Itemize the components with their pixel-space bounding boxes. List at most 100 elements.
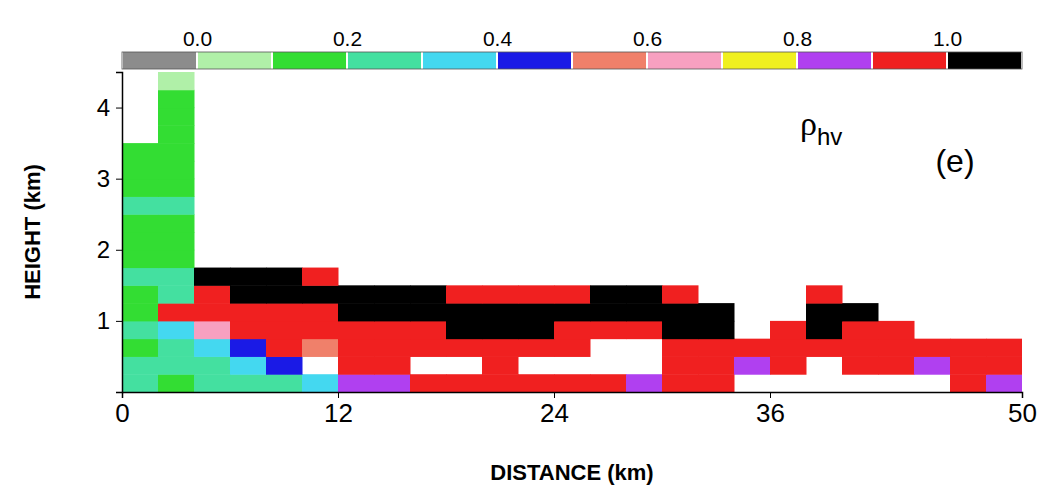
cell	[194, 285, 231, 303]
tick: 2	[97, 236, 122, 263]
tick-label: 3	[97, 165, 110, 192]
cell	[626, 321, 663, 339]
tick: 0.0	[183, 27, 212, 52]
colorbar-swatch	[423, 52, 496, 69]
cell	[410, 303, 447, 321]
cell	[662, 303, 699, 321]
cell	[158, 143, 195, 161]
tick-label: 1.0	[933, 27, 962, 50]
cell	[842, 356, 879, 374]
cell	[590, 285, 627, 303]
cell	[662, 285, 699, 303]
cell	[662, 356, 699, 374]
cell	[266, 374, 303, 392]
cell	[590, 374, 627, 392]
cell	[194, 356, 231, 374]
cell	[158, 232, 195, 250]
cell	[986, 339, 1022, 357]
cell	[482, 321, 519, 339]
x-axis: 012243650	[115, 392, 1037, 428]
cell	[914, 339, 951, 357]
cell	[194, 321, 231, 339]
cell	[410, 374, 447, 392]
cell	[950, 356, 987, 374]
tick-mark	[116, 321, 122, 322]
cell	[770, 356, 807, 374]
cell	[554, 321, 591, 339]
cell	[878, 321, 915, 339]
colorbar-axis: 0.00.20.40.60.81.0	[183, 27, 962, 52]
tick-label: 12	[324, 398, 353, 428]
cell	[266, 268, 303, 286]
tick-mark	[116, 179, 122, 180]
tick-mark	[338, 392, 339, 398]
cell	[986, 374, 1022, 392]
cell	[662, 321, 699, 339]
cell	[158, 72, 195, 90]
colorbar-swatch	[723, 52, 796, 69]
cell	[482, 356, 519, 374]
cell	[158, 108, 195, 126]
tick-mark	[116, 250, 122, 251]
cell	[230, 374, 267, 392]
cell	[230, 303, 267, 321]
colorbar	[122, 52, 1022, 69]
cell	[302, 339, 339, 357]
tick: 0	[115, 392, 129, 428]
cell	[806, 285, 843, 303]
cell	[698, 303, 735, 321]
colorbar-swatch	[573, 52, 646, 69]
x-axis-title: DISTANCE (km)	[490, 460, 653, 485]
tick-label: 50	[1008, 398, 1037, 428]
cell	[122, 250, 159, 268]
cell	[338, 303, 375, 321]
tick: 0.4	[483, 27, 513, 52]
cell	[518, 374, 555, 392]
cell	[806, 303, 843, 321]
cell	[122, 214, 159, 232]
cell	[590, 321, 627, 339]
cell	[158, 321, 195, 339]
colorbar-frame	[122, 52, 1022, 69]
cell	[158, 268, 195, 286]
cell	[338, 321, 375, 339]
x-axis-line	[123, 393, 1023, 399]
cell	[122, 179, 159, 197]
cell	[194, 303, 231, 321]
tick-label: 0.4	[483, 27, 513, 50]
cell	[698, 321, 735, 339]
cell	[374, 339, 411, 357]
cell	[194, 374, 231, 392]
tick: 12	[324, 392, 353, 428]
cell	[374, 321, 411, 339]
cell	[662, 374, 699, 392]
cell	[374, 374, 411, 392]
annotation: ρhv	[800, 105, 842, 150]
cell	[122, 374, 159, 392]
cell	[554, 285, 591, 303]
cell	[122, 268, 159, 286]
tick: 50	[1008, 392, 1037, 428]
cell	[410, 321, 447, 339]
cell	[698, 339, 735, 357]
cell	[266, 303, 303, 321]
cell	[374, 356, 411, 374]
cell	[446, 339, 483, 357]
cell	[626, 374, 663, 392]
cell	[374, 303, 411, 321]
tick: 0.6	[633, 27, 662, 52]
cell	[734, 339, 771, 357]
cell	[590, 303, 627, 321]
cell	[158, 179, 195, 197]
cell	[518, 321, 555, 339]
cell	[842, 303, 879, 321]
colorbar-swatch	[648, 52, 721, 69]
cell	[410, 339, 447, 357]
cell	[986, 356, 1022, 374]
tick-label: 2	[97, 236, 110, 263]
cell	[122, 161, 159, 179]
tick-label: 4	[97, 94, 110, 121]
tick-label: 36	[756, 398, 785, 428]
cell	[482, 285, 519, 303]
annotation: (e)	[935, 143, 974, 179]
